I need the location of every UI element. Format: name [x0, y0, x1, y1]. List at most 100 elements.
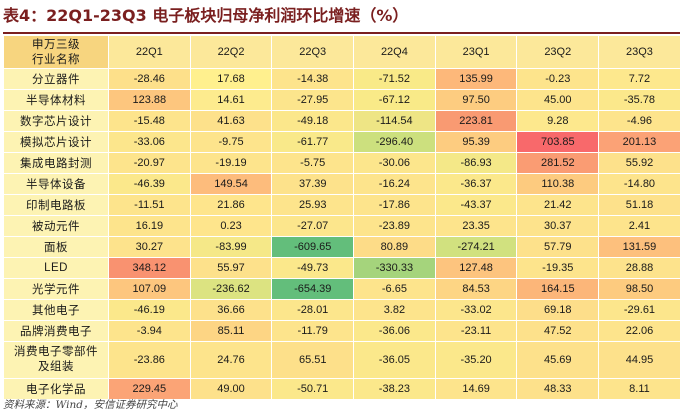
table-row: 数字芯片设计 -15.48 41.63 -49.18 -114.54 223.81 9.28… [3, 110, 681, 132]
value-cell: -14.80 [598, 173, 681, 195]
value-cell: 223.81 [434, 110, 518, 132]
value-cell: 3.82 [353, 299, 436, 321]
column-header: 22Q1 [108, 35, 191, 69]
value-cell: 16.19 [108, 215, 191, 237]
value-cell: 84.53 [434, 278, 518, 300]
value-cell: -36.06 [353, 320, 436, 342]
table-row: 面板 30.27 -83.99 -609.65 80.89 -274.21 57.79 131… [3, 236, 681, 258]
value-cell: -49.73 [271, 257, 355, 279]
value-cell: 51.18 [598, 194, 681, 216]
table-row: 分立器件 -28.46 17.68 -14.38 -71.52 135.99 -0.23 7.… [3, 68, 681, 90]
row-label-line2: 及组装 [38, 361, 74, 373]
row-label: 印制电路板 [3, 194, 109, 216]
table-row: 其他电子 -46.19 36.66 -28.01 3.82 -33.02 69.18 -29.… [3, 299, 681, 321]
column-header: 22Q4 [353, 35, 436, 69]
value-cell: -6.65 [353, 278, 436, 300]
value-cell: 0.23 [189, 215, 273, 237]
value-cell: -29.61 [598, 299, 681, 321]
value-cell: -4.96 [598, 110, 681, 132]
value-cell: 48.33 [516, 378, 600, 400]
value-cell: 41.63 [189, 110, 273, 132]
value-cell: 25.93 [271, 194, 355, 216]
table-row: 模拟芯片设计 -33.06 -9.75 -61.77 -296.40 95.39 703.8… [3, 131, 681, 153]
value-cell: -17.86 [353, 194, 436, 216]
table-row: LED 348.12 55.97 -49.73 -330.33 127.48 -19.35 2… [3, 257, 681, 279]
value-cell: 131.59 [598, 236, 681, 258]
row-label: 数字芯片设计 [3, 110, 109, 132]
value-cell: -38.23 [353, 378, 436, 400]
value-cell: 57.79 [516, 236, 600, 258]
table-row: 消费电子零部件 及组装 -23.86 24.76 65.51 -36.05 -35.20 45… [3, 341, 681, 379]
value-cell: 24.76 [189, 341, 273, 379]
value-cell: -46.39 [108, 173, 191, 195]
value-cell: -274.21 [434, 236, 518, 258]
value-cell: 30.27 [108, 236, 191, 258]
table-header-row: 申万三级 行业名称 22Q1 22Q2 22Q3 22Q4 23Q1 23Q2 … [3, 35, 681, 69]
value-cell: 95.39 [434, 131, 518, 153]
value-cell: -3.94 [108, 320, 191, 342]
value-cell: 22.06 [598, 320, 681, 342]
value-cell: -46.19 [108, 299, 191, 321]
table-row: 半导体设备 -46.39 149.54 37.39 -16.24 -36.37 110.38… [3, 173, 681, 195]
value-cell: 85.11 [189, 320, 273, 342]
row-label: 分立器件 [3, 68, 109, 90]
source-note: 资料来源：Wind，安信证券研究中心 [3, 399, 178, 411]
value-cell: -86.93 [434, 152, 518, 174]
value-cell: -14.38 [271, 68, 355, 90]
value-cell: 135.99 [434, 68, 518, 90]
value-cell: -28.46 [108, 68, 191, 90]
value-cell: -30.06 [353, 152, 436, 174]
corner-header-line1: 申万三级 [32, 37, 80, 51]
value-cell: 201.13 [598, 131, 681, 153]
value-cell: -33.06 [108, 131, 191, 153]
value-cell: 9.28 [516, 110, 600, 132]
value-cell: -67.12 [353, 89, 436, 111]
column-header: 23Q1 [434, 35, 518, 69]
row-label: 品牌消费电子 [3, 320, 109, 342]
value-cell: 281.52 [516, 152, 600, 174]
table-row: 被动元件 16.19 0.23 -27.07 -23.89 23.35 30.37 2.41 [3, 215, 681, 237]
value-cell: -9.75 [189, 131, 273, 153]
value-cell: 98.50 [598, 278, 681, 300]
value-cell: 110.38 [516, 173, 600, 195]
row-label: 半导体设备 [3, 173, 109, 195]
value-cell: 164.15 [516, 278, 600, 300]
value-cell: 7.72 [598, 68, 681, 90]
value-cell: -609.65 [271, 236, 355, 258]
value-cell: 703.85 [516, 131, 600, 153]
value-cell: -28.01 [271, 299, 355, 321]
value-cell: -43.37 [434, 194, 518, 216]
table-body: 分立器件 -28.46 17.68 -14.38 -71.52 135.99 -0.23 7.… [3, 68, 681, 400]
column-header: 23Q2 [516, 35, 600, 69]
value-cell: -296.40 [353, 131, 436, 153]
title-rule [3, 32, 680, 34]
value-cell: -71.52 [353, 68, 436, 90]
value-cell: 30.37 [516, 215, 600, 237]
corner-header-line2: 行业名称 [32, 52, 80, 66]
row-label: 半导体材料 [3, 89, 109, 111]
value-cell: 229.45 [108, 378, 191, 400]
row-label: 其他电子 [3, 299, 109, 321]
row-label: 电子化学品 [3, 378, 109, 400]
value-cell: -49.18 [271, 110, 355, 132]
row-label: 光学元件 [3, 278, 109, 300]
value-cell: -23.86 [108, 341, 191, 379]
row-label: 被动元件 [3, 215, 109, 237]
table-row: 光学元件 107.09 -236.62 -654.39 -6.65 84.53 164.15… [3, 278, 681, 300]
table-row: 集成电路封测 -20.97 -19.19 -5.75 -30.06 -86.93 281.5… [3, 152, 681, 174]
value-cell: -114.54 [353, 110, 436, 132]
value-cell: 28.88 [598, 257, 681, 279]
table-row: 电子化学品 229.45 49.00 -50.71 -38.23 14.69 48.33 8.… [3, 378, 681, 400]
corner-header: 申万三级 行业名称 [3, 35, 109, 69]
value-cell: 17.68 [189, 68, 273, 90]
value-cell: -33.02 [434, 299, 518, 321]
row-label: 集成电路封测 [3, 152, 109, 174]
value-cell: 69.18 [516, 299, 600, 321]
value-cell: 348.12 [108, 257, 191, 279]
column-header: 22Q2 [189, 35, 273, 69]
value-cell: 55.97 [189, 257, 273, 279]
value-cell: -11.51 [108, 194, 191, 216]
value-cell: -0.23 [516, 68, 600, 90]
value-cell: 47.52 [516, 320, 600, 342]
value-cell: 65.51 [271, 341, 355, 379]
